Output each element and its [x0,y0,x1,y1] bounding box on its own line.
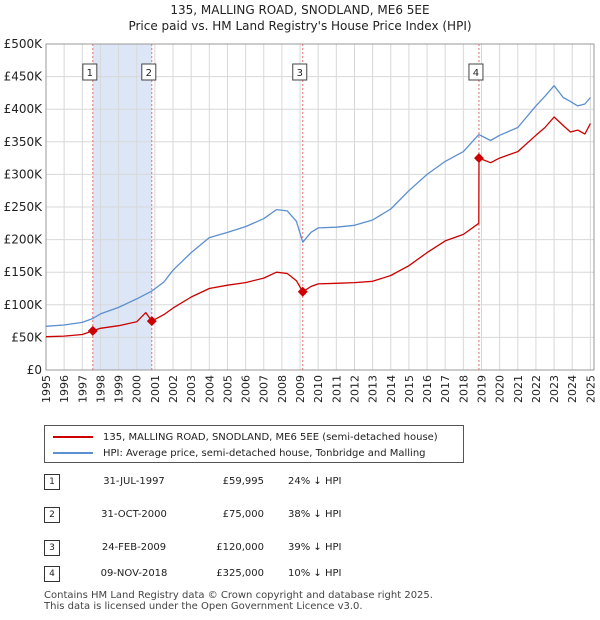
x-tick-label: 2009 [294,375,307,403]
x-tick-label: 2023 [548,375,561,403]
x-tick-label: 2008 [276,375,289,403]
x-tick-label: 2015 [403,375,416,403]
y-tick-label: £0 [27,363,42,377]
hpi-series-line [45,85,591,327]
sale-date: 09-NOV-2018 [100,568,168,579]
legend-swatch-hpi [53,452,93,454]
sale-hpi-diff: 39% ↓ HPI [288,542,342,553]
sale-price: £59,995 [222,476,264,487]
sale-label-box [468,63,484,81]
x-tick-label: 2001 [149,375,162,403]
legend-item-hpi: HPI: Average price, semi-detached house,… [53,445,426,461]
sale-label-number: 2 [146,68,152,79]
x-tick-label: 1998 [94,375,107,403]
x-tick-label: 2005 [221,375,234,403]
plot-border [45,43,595,371]
price-chart: 135, MALLING ROAD, SNODLAND, ME6 5EE Pric… [4,3,598,403]
x-tick-label: 2011 [330,375,343,403]
y-tick-label: £400K [4,102,44,116]
property-series-line [45,116,591,338]
y-tick-label: £150K [4,265,44,279]
sale-row: 2 31-OCT-2000 £75,000 38% ↓ HPI [44,507,464,523]
sale-point [474,153,484,164]
x-tick-label: 2006 [240,375,253,403]
x-tick-label: 2002 [167,375,180,403]
legend-item-property: 135, MALLING ROAD, SNODLAND, ME6 5EE (se… [53,429,438,445]
legend-label-hpi: HPI: Average price, semi-detached house,… [103,447,426,459]
footer-copyright: Contains HM Land Registry data © Crown c… [44,590,433,601]
sale-date: 31-OCT-2000 [101,509,167,520]
sale-marker-number: 2 [44,507,60,523]
y-tick-label: £500K [4,37,44,51]
legend-label-property: 135, MALLING ROAD, SNODLAND, ME6 5EE (se… [103,431,438,443]
x-tick-label: 2021 [512,375,525,403]
sale-hpi-diff: 24% ↓ HPI [288,476,342,487]
y-tick-label: £100K [4,298,44,312]
sale-label-box [141,63,157,81]
sale-row: 3 24-FEB-2009 £120,000 39% ↓ HPI [44,540,464,556]
footer-licence: This data is licensed under the Open Gov… [44,601,363,612]
x-tick-label: 2017 [439,375,452,403]
y-tick-label: £450K [4,70,44,84]
x-tick-label: 2003 [185,375,198,403]
y-tick-label: £300K [4,167,44,181]
footer: Contains HM Land Registry data © Crown c… [44,590,433,612]
sale-label-number: 1 [87,68,93,79]
sale-point [297,286,308,297]
chart-title: 135, MALLING ROAD, SNODLAND, ME6 5EE [170,3,429,17]
x-tick-label: 2012 [348,375,361,403]
x-tick-label: 2013 [367,375,380,403]
x-tick-label: 1997 [76,375,89,403]
sale-date: 24-FEB-2009 [101,542,167,553]
sale-price: £75,000 [222,509,264,520]
sale-price: £325,000 [216,568,264,579]
x-tick-label: 2025 [584,375,597,403]
sale-marker-number: 1 [44,474,60,490]
legend-swatch-property [53,436,93,438]
x-tick-label: 2020 [494,375,507,403]
sale-point [146,316,157,327]
x-tick-label: 2014 [385,375,398,403]
x-tick-label: 2022 [530,375,543,403]
x-tick-label: 1996 [58,375,71,403]
sale-marker-number: 3 [44,540,60,556]
sale-label-box [292,63,308,81]
sale-label-number: 4 [473,68,479,79]
sale-row: 1 31-JUL-1997 £59,995 24% ↓ HPI [44,474,464,490]
y-tick-label: £200K [4,233,44,247]
sale-row: 4 09-NOV-2018 £325,000 10% ↓ HPI [44,566,464,582]
x-tick-label: 2004 [203,375,216,403]
x-tick-label: 2018 [457,375,470,403]
x-tick-label: 2016 [421,375,434,403]
legend: 135, MALLING ROAD, SNODLAND, ME6 5EE (se… [44,425,464,463]
sale-label-box [82,63,98,81]
y-tick-label: £250K [4,200,44,214]
y-tick-label: £350K [4,135,44,149]
x-tick-label: 2010 [312,375,325,403]
x-tick-label: 2000 [131,375,144,403]
sale-hpi-diff: 10% ↓ HPI [288,568,342,579]
chart-area: 135, MALLING ROAD, SNODLAND, ME6 5EE Pric… [4,3,598,403]
sale-date: 31-JUL-1997 [103,476,165,487]
x-tick-label: 2007 [258,375,271,403]
x-tick-label: 1995 [40,375,53,403]
sale-price: £120,000 [216,542,264,553]
sale-marker-number: 4 [44,566,60,582]
x-tick-label: 2019 [475,375,488,403]
sale-hpi-diff: 38% ↓ HPI [288,509,342,520]
x-tick-label: 1999 [113,375,126,403]
y-tick-label: £50K [11,330,43,344]
chart-subtitle: Price paid vs. HM Land Registry's House … [128,19,471,33]
x-tick-label: 2024 [566,375,579,403]
sale-label-number: 3 [297,68,303,79]
